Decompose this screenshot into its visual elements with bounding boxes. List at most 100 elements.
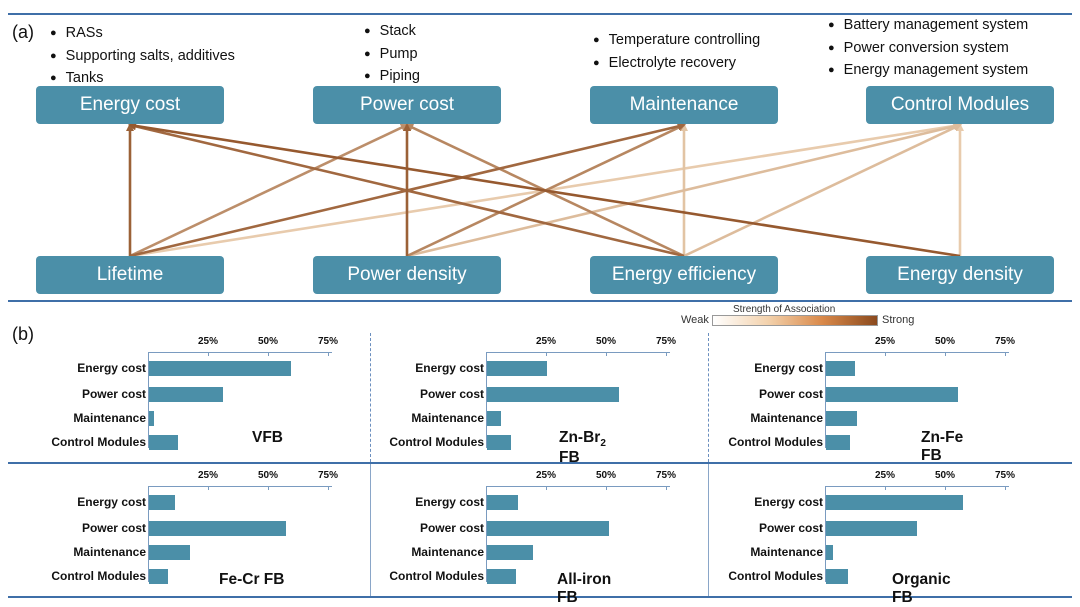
tick-mark — [945, 352, 946, 356]
node-energy-cost: Energy cost — [36, 86, 224, 124]
x-axis — [825, 486, 1009, 487]
bar — [149, 495, 176, 510]
x-axis — [148, 352, 332, 353]
category-label: Control Modules — [389, 435, 484, 449]
node-lifetime: Lifetime — [36, 256, 224, 294]
category-label: Power cost — [758, 387, 823, 401]
chart-title-subscript: 2 — [600, 438, 606, 450]
category-label: Maintenance — [73, 411, 146, 425]
column-divider-2 — [708, 333, 709, 462]
category-label: Control Modules — [51, 435, 146, 449]
column-divider-3 — [370, 464, 371, 596]
tick-label: 75% — [655, 336, 677, 347]
tick-mark — [1005, 352, 1006, 356]
bar — [149, 361, 291, 376]
panel-b-label: (b) — [12, 324, 34, 344]
bar — [149, 569, 169, 584]
bar — [826, 545, 834, 560]
bar — [149, 521, 286, 536]
tick-mark — [606, 486, 607, 490]
category-label: Power cost — [758, 521, 823, 535]
bar — [826, 435, 850, 450]
tick-label: 50% — [595, 470, 617, 481]
bar — [149, 435, 178, 450]
bullet-item: Electrolyte recovery — [593, 53, 760, 76]
bar — [826, 387, 958, 402]
control-modules-bullets: Battery management system Power conversi… — [828, 15, 1029, 83]
category-label: Energy cost — [77, 361, 146, 375]
bar-chart: 25% 50% 75% Energy cost Power cost Maintenanc… — [358, 336, 676, 466]
y-axis — [825, 486, 826, 582]
tick-mark — [328, 352, 329, 356]
tick-label: 75% — [655, 470, 677, 481]
node-power-cost: Power cost — [313, 86, 501, 124]
bar — [487, 569, 516, 584]
bottom-border — [8, 596, 1072, 598]
tick-label: 50% — [934, 470, 956, 481]
top-border — [8, 13, 1072, 15]
bullet-item: Stack — [364, 21, 420, 44]
association-network — [126, 121, 964, 258]
x-axis — [486, 352, 670, 353]
middle-border — [8, 300, 1072, 302]
node-energy-density: Energy density — [866, 256, 1054, 294]
tick-mark — [546, 352, 547, 356]
bullet-item: Power conversion system — [828, 38, 1028, 61]
bar-chart: 25% 50% 75% Energy cost Power cost Maintenanc… — [697, 336, 1015, 464]
bullet-item: Energy management system — [828, 60, 1029, 83]
tick-mark — [945, 486, 946, 490]
tick-label: 50% — [595, 336, 617, 347]
tick-mark — [606, 352, 607, 356]
tick-label: 75% — [994, 470, 1016, 481]
tick-label: 25% — [535, 336, 557, 347]
tick-label: 50% — [257, 470, 279, 481]
association-link — [683, 123, 962, 258]
bar — [149, 545, 190, 560]
node-power-density: Power density — [313, 256, 501, 294]
tick-label: 25% — [197, 470, 219, 481]
bar — [149, 387, 224, 402]
tick-label: 75% — [994, 336, 1016, 347]
bar — [826, 521, 918, 536]
category-label: Power cost — [81, 521, 146, 535]
tick-mark — [666, 352, 667, 356]
node-control-modules: Control Modules — [866, 86, 1054, 124]
category-label: Control Modules — [728, 435, 823, 449]
maintenance-bullets: Temperature controlling Electrolyte reco… — [593, 30, 761, 76]
category-label: Control Modules — [51, 569, 146, 583]
node-maintenance: Maintenance — [590, 86, 778, 124]
y-axis — [148, 486, 149, 582]
tick-mark — [208, 486, 209, 490]
x-axis — [148, 486, 332, 487]
category-label: Maintenance — [411, 411, 484, 425]
bar — [487, 361, 547, 376]
column-divider-1 — [370, 333, 371, 462]
y-axis — [148, 352, 149, 448]
panel-a-label: (a) — [12, 22, 34, 42]
column-divider-4 — [708, 464, 709, 596]
bullet-item: Battery management system — [828, 15, 1029, 38]
tick-label: 25% — [535, 470, 557, 481]
bar — [487, 521, 610, 536]
tick-label: 25% — [197, 336, 219, 347]
bar — [149, 411, 154, 426]
chart-title: Fe-Cr FB — [219, 571, 285, 588]
tick-label: 50% — [934, 336, 956, 347]
tick-label: 50% — [257, 336, 279, 347]
energy-cost-bullets: RASs Supporting salts, additives Tanks — [50, 23, 235, 91]
chart-title: Zn-Fe FB — [921, 429, 964, 464]
association-link — [129, 123, 409, 258]
legend-strong-label: Strong — [882, 314, 915, 326]
bullet-item: Pump — [364, 44, 420, 67]
row-divider — [8, 462, 1072, 464]
bar — [487, 545, 533, 560]
tick-mark — [546, 486, 547, 490]
category-label: Control Modules — [389, 569, 484, 583]
tick-mark — [268, 352, 269, 356]
chart-title: Organic FB — [892, 571, 951, 606]
category-label: Energy cost — [415, 361, 484, 375]
bullet-item: RASs — [50, 23, 235, 46]
y-axis — [486, 486, 487, 582]
legend-title: Strength of Association — [733, 304, 836, 315]
category-label: Power cost — [81, 387, 146, 401]
